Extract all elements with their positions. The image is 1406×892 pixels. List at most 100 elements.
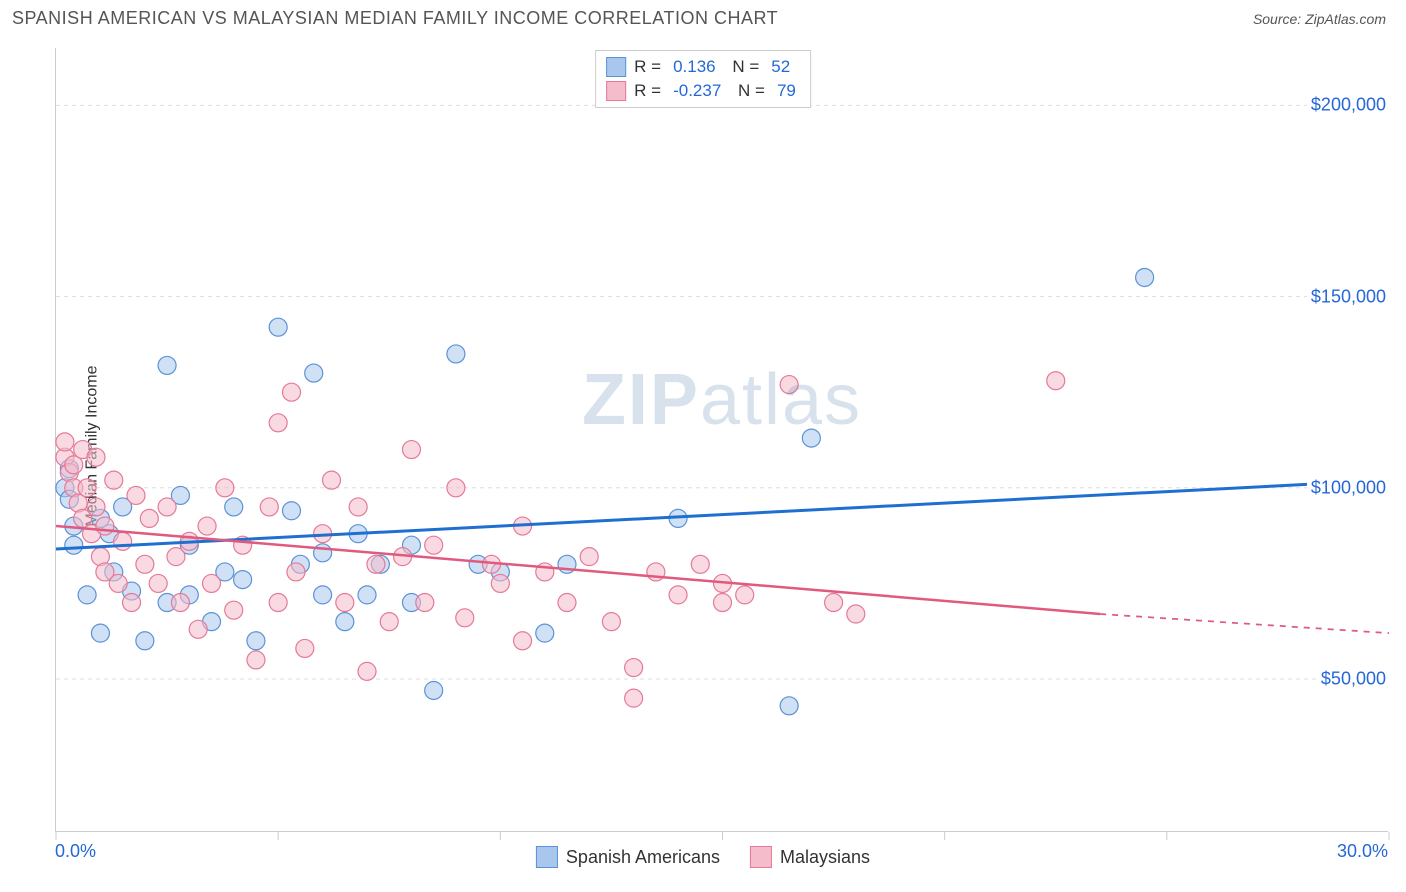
scatter-point (269, 594, 287, 612)
scatter-point (402, 441, 420, 459)
scatter-point (416, 594, 434, 612)
scatter-point (123, 594, 141, 612)
stats-r-1: -0.237 (669, 81, 725, 101)
scatter-point (580, 548, 598, 566)
scatter-point (514, 632, 532, 650)
scatter-point (847, 605, 865, 623)
scatter-point (1047, 372, 1065, 390)
scatter-point (491, 574, 509, 592)
scatter-point (305, 364, 323, 382)
y-grid-label: $100,000 (1307, 477, 1390, 498)
scatter-point (1136, 268, 1154, 286)
scatter-point (447, 345, 465, 363)
trend-line-dashed (1100, 614, 1389, 633)
scatter-point (380, 613, 398, 631)
scatter-point (287, 563, 305, 581)
scatter-point (780, 697, 798, 715)
scatter-point (691, 555, 709, 573)
stats-legend-box: R = 0.136 N = 52 R = -0.237 N = 79 (595, 50, 811, 108)
scatter-point (669, 586, 687, 604)
scatter-point (171, 594, 189, 612)
scatter-point (282, 383, 300, 401)
trend-line (56, 480, 1389, 549)
scatter-point (780, 376, 798, 394)
scatter-point (314, 586, 332, 604)
scatter-point (225, 601, 243, 619)
bottom-legend: Spanish Americans Malaysians (536, 846, 870, 868)
stats-row-series-1: R = -0.237 N = 79 (606, 79, 800, 103)
scatter-point (247, 651, 265, 669)
scatter-point (140, 509, 158, 527)
scatter-point (736, 586, 754, 604)
x-axis-min-label: 0.0% (55, 841, 96, 862)
scatter-point (114, 532, 132, 550)
scatter-point (78, 586, 96, 604)
scatter-point (136, 632, 154, 650)
scatter-point (558, 594, 576, 612)
legend-label-0: Spanish Americans (566, 847, 720, 868)
legend-swatch-0 (536, 846, 558, 868)
x-axis-max-label: 30.0% (1337, 841, 1388, 862)
chart-svg (56, 48, 1388, 831)
scatter-point (456, 609, 474, 627)
scatter-point (625, 689, 643, 707)
scatter-point (189, 620, 207, 638)
scatter-point (322, 471, 340, 489)
scatter-point (203, 574, 221, 592)
y-grid-label: $150,000 (1307, 286, 1390, 307)
scatter-point (247, 632, 265, 650)
scatter-point (336, 613, 354, 631)
scatter-point (216, 479, 234, 497)
scatter-point (802, 429, 820, 447)
scatter-point (447, 479, 465, 497)
scatter-point (825, 594, 843, 612)
scatter-point (87, 498, 105, 516)
stats-n-0: 52 (767, 57, 794, 77)
scatter-point (358, 662, 376, 680)
scatter-point (269, 318, 287, 336)
legend-item-0: Spanish Americans (536, 846, 720, 868)
scatter-point (78, 479, 96, 497)
scatter-point (425, 681, 443, 699)
scatter-point (336, 594, 354, 612)
y-grid-label: $50,000 (1317, 669, 1390, 690)
scatter-point (234, 571, 252, 589)
scatter-point (536, 624, 554, 642)
stats-n-1: 79 (773, 81, 800, 101)
source-label: Source: ZipAtlas.com (1253, 11, 1386, 27)
stats-r-0: 0.136 (669, 57, 720, 77)
scatter-point (349, 498, 367, 516)
scatter-point (56, 433, 74, 451)
scatter-point (225, 498, 243, 516)
legend-item-1: Malaysians (750, 846, 870, 868)
scatter-point (158, 498, 176, 516)
scatter-point (158, 356, 176, 374)
chart-title: SPANISH AMERICAN VS MALAYSIAN MEDIAN FAM… (12, 8, 778, 29)
scatter-point (87, 448, 105, 466)
scatter-point (602, 613, 620, 631)
scatter-point (282, 502, 300, 520)
legend-swatch-1 (750, 846, 772, 868)
scatter-point (260, 498, 278, 516)
scatter-point (714, 594, 732, 612)
scatter-point (91, 624, 109, 642)
scatter-point (314, 544, 332, 562)
scatter-point (358, 586, 376, 604)
scatter-point (269, 414, 287, 432)
legend-label-1: Malaysians (780, 847, 870, 868)
scatter-point (109, 574, 127, 592)
stats-swatch-0 (606, 57, 626, 77)
scatter-point (625, 659, 643, 677)
scatter-point (198, 517, 216, 535)
scatter-point (367, 555, 385, 573)
stats-swatch-1 (606, 81, 626, 101)
scatter-point (167, 548, 185, 566)
scatter-point (425, 536, 443, 554)
scatter-point (65, 536, 83, 554)
trend-line (56, 526, 1100, 614)
scatter-point (127, 486, 145, 504)
stats-row-series-0: R = 0.136 N = 52 (606, 55, 800, 79)
scatter-point (136, 555, 154, 573)
scatter-point (96, 517, 114, 535)
y-grid-label: $200,000 (1307, 95, 1390, 116)
